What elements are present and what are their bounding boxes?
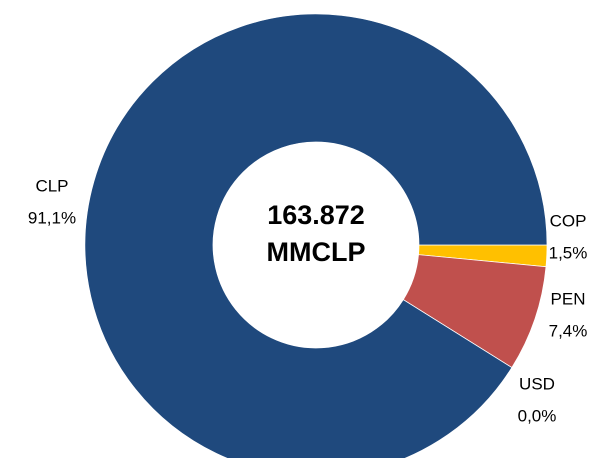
- slice-label: COP: [550, 211, 587, 230]
- slice-label: PEN: [551, 289, 586, 308]
- slices: [84, 13, 548, 458]
- donut-hole: [213, 142, 419, 348]
- slice-label: USD: [519, 374, 555, 393]
- slice-value-label: 1,5%: [549, 243, 588, 262]
- slice-value-label: 7,4%: [549, 321, 588, 340]
- center-unit: MMCLP: [267, 237, 366, 267]
- slice-value-label: 91,1%: [28, 208, 76, 227]
- slice-label: CLP: [35, 176, 68, 195]
- slice-value-label: 0,0%: [518, 406, 557, 425]
- center-value: 163.872: [267, 200, 365, 230]
